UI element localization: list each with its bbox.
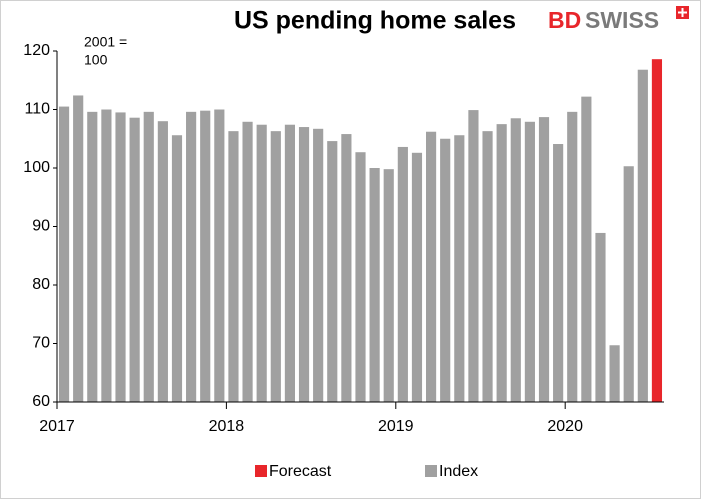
- bar: [58, 106, 70, 402]
- bar: [383, 169, 394, 402]
- bar: [510, 118, 521, 403]
- bar: [129, 117, 140, 402]
- logo-cross: [678, 8, 687, 17]
- x-tick-label: 2018: [209, 418, 245, 435]
- y-tick-label: 120: [23, 42, 50, 59]
- y-tick-label: 70: [32, 335, 50, 352]
- bar: [341, 134, 352, 402]
- bar: [567, 111, 578, 402]
- annotation: 2001 =: [84, 34, 127, 50]
- x-tick-label: 2020: [547, 418, 583, 435]
- legend-swatch: [255, 465, 267, 477]
- bar: [581, 96, 592, 402]
- bar: [313, 128, 324, 402]
- y-tick-label: 80: [32, 276, 50, 293]
- bar: [468, 110, 479, 403]
- bar: [256, 124, 267, 403]
- bar: [524, 121, 535, 402]
- bar: [623, 166, 634, 402]
- bar: [186, 111, 197, 402]
- bar: [87, 111, 98, 402]
- bar: [637, 69, 648, 402]
- bar: [553, 144, 564, 402]
- bar: [496, 124, 507, 402]
- y-tick-label: 100: [23, 159, 50, 176]
- bar: [200, 110, 211, 403]
- bar: [609, 345, 620, 402]
- bar: [171, 135, 183, 403]
- legend-label: Index: [439, 463, 478, 480]
- y-tick-label: 110: [24, 101, 50, 118]
- bar: [327, 141, 338, 402]
- bar: [101, 109, 112, 402]
- annotation: 100: [84, 52, 108, 68]
- x-tick-label: 2017: [39, 418, 75, 435]
- bar: [157, 121, 168, 402]
- bar: [73, 95, 84, 403]
- bar: [298, 127, 310, 403]
- chart-title: US pending home sales: [234, 7, 516, 35]
- bar: [369, 168, 380, 402]
- bar: [425, 131, 437, 403]
- y-tick-label: 60: [32, 393, 50, 410]
- bar: [115, 112, 126, 403]
- bar: [411, 152, 423, 402]
- bar: [284, 124, 296, 403]
- bar: [242, 121, 253, 402]
- bar: [595, 232, 606, 402]
- bar: [228, 131, 239, 402]
- bar: [270, 131, 281, 402]
- logo-bd: BD: [548, 7, 581, 33]
- bar: [454, 135, 465, 403]
- legend-label: Forecast: [269, 463, 332, 480]
- bar: [214, 109, 225, 402]
- x-tick-label: 2019: [378, 418, 414, 435]
- bar: [440, 138, 451, 402]
- bar: [482, 131, 493, 402]
- bar: [355, 152, 366, 402]
- logo-swiss: SWISS: [585, 7, 659, 33]
- bar: [143, 111, 154, 402]
- legend-swatch: [425, 465, 437, 477]
- bar: [651, 59, 663, 402]
- bar: [538, 117, 550, 402]
- y-tick-label: 90: [32, 218, 50, 235]
- bar: [397, 146, 408, 402]
